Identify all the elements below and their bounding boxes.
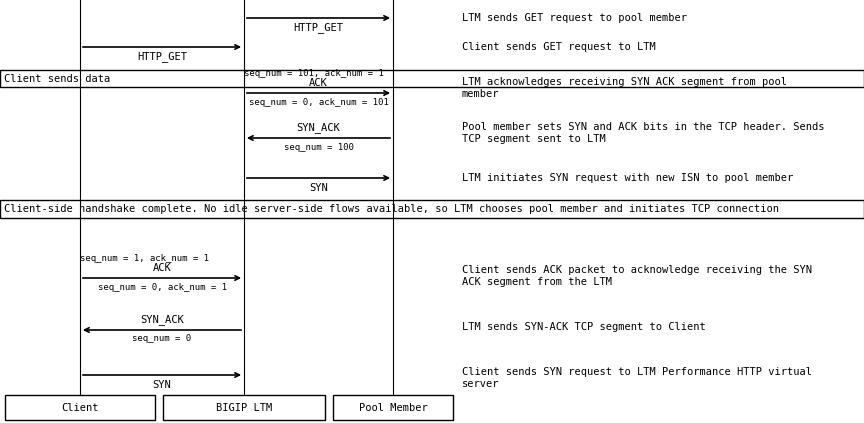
Text: SYN: SYN — [309, 183, 327, 193]
Text: SYN: SYN — [153, 380, 171, 390]
Text: Pool Member: Pool Member — [359, 403, 428, 412]
Text: ACK: ACK — [153, 263, 171, 273]
Text: seq_num = 0, ack_num = 1: seq_num = 0, ack_num = 1 — [98, 283, 226, 291]
Text: HTTP_GET: HTTP_GET — [137, 52, 187, 63]
Text: Client-side handshake complete. No idle server-side flows available, so LTM choo: Client-side handshake complete. No idle … — [4, 204, 779, 214]
Text: Client sends ACK packet to acknowledge receiving the SYN
ACK segment from the LT: Client sends ACK packet to acknowledge r… — [462, 265, 812, 287]
Text: Client: Client — [61, 403, 98, 412]
Text: Pool member sets SYN and ACK bits in the TCP header. Sends
TCP segment sent to L: Pool member sets SYN and ACK bits in the… — [462, 122, 824, 144]
Text: SYN_ACK: SYN_ACK — [296, 123, 340, 133]
Bar — [5, 395, 155, 420]
Text: BIGIP LTM: BIGIP LTM — [216, 403, 272, 412]
Bar — [163, 395, 325, 420]
Text: seq_num = 0, ack_num = 101: seq_num = 0, ack_num = 101 — [249, 97, 389, 107]
Text: Client sends SYN request to LTM Performance HTTP virtual
server: Client sends SYN request to LTM Performa… — [462, 367, 812, 389]
Text: HTTP_GET: HTTP_GET — [294, 22, 344, 33]
Text: seq_num = 100: seq_num = 100 — [283, 143, 353, 151]
Text: Client sends data: Client sends data — [4, 74, 111, 83]
Text: LTM acknowledges receiving SYN ACK segment from pool
member: LTM acknowledges receiving SYN ACK segme… — [462, 77, 787, 99]
Text: seq_num = 0: seq_num = 0 — [132, 333, 192, 343]
Text: SYN_ACK: SYN_ACK — [140, 315, 184, 325]
Bar — [333, 395, 453, 420]
Bar — [0, 70, 864, 87]
Text: ACK: ACK — [309, 78, 327, 88]
Text: seq_num = 1, ack_num = 1: seq_num = 1, ack_num = 1 — [80, 253, 209, 263]
Text: LTM sends SYN-ACK TCP segment to Client: LTM sends SYN-ACK TCP segment to Client — [462, 322, 706, 332]
Bar — [0, 200, 864, 218]
Text: LTM sends GET request to pool member: LTM sends GET request to pool member — [462, 13, 687, 23]
Text: seq_num = 101, ack_num = 1: seq_num = 101, ack_num = 1 — [244, 69, 384, 77]
Text: Client sends GET request to LTM: Client sends GET request to LTM — [462, 42, 656, 52]
Text: LTM initiates SYN request with new ISN to pool member: LTM initiates SYN request with new ISN t… — [462, 173, 793, 183]
